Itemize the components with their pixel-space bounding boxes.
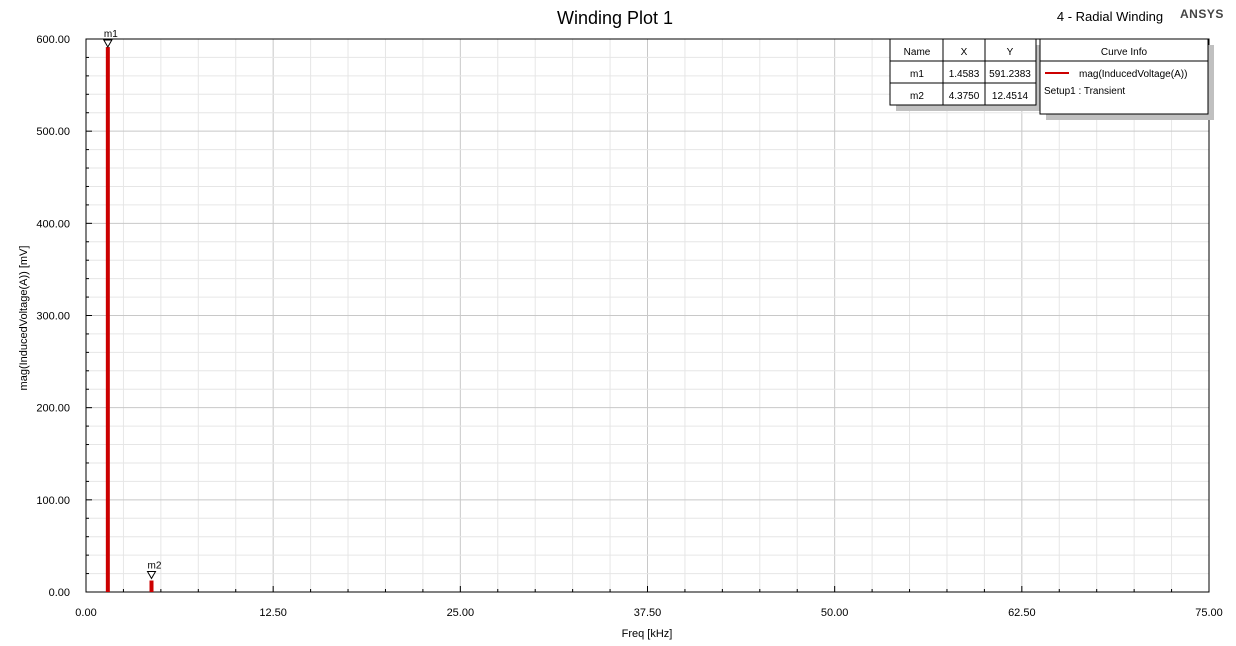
curve-info-frame [1039,38,1209,115]
marker-table-cell: 1.4583 [949,69,980,80]
marker-table-header-name: Name [904,47,931,58]
x-tick-label: 0.00 [75,607,96,619]
marker-table[interactable]: Name X Y m1 1.4583 591.2383 m2 4.3750 12… [889,38,1042,111]
marker-triangle-icon[interactable] [146,571,157,580]
ansys-logo: ANSYS [1180,7,1224,21]
grid [85,38,1210,593]
curve-info-legend[interactable]: Curve Info mag(InducedVoltage(A)) Setup1… [1039,38,1214,120]
marker-table-header-y: Y [1007,47,1014,58]
y-tick-label: 200.00 [36,403,70,415]
markers[interactable]: m1 m2 [102,29,162,580]
marker-triangle-icon[interactable] [102,39,113,49]
x-tick-label: 25.00 [447,607,475,619]
curve-info-title: Curve Info [1101,47,1148,58]
marker-table-cell: 12.4514 [992,91,1029,102]
axis-ticks: 0.00 12.50 25.00 37.50 50.00 62.50 75.00 0.00 10… [36,34,1222,619]
marker-label: m1 [104,29,118,40]
y-tick-label: 0.00 [49,587,70,599]
data-series[interactable] [105,47,154,592]
y-tick-label: 600.00 [36,34,70,46]
data-bar[interactable] [149,580,154,592]
x-tick-label: 75.00 [1195,607,1223,619]
x-tick-label: 37.50 [634,607,662,619]
y-tick-label: 500.00 [36,126,70,138]
legend-series-label: mag(InducedVoltage(A)) [1079,69,1187,80]
legend-setup-label: Setup1 : Transient [1044,86,1125,97]
design-name: 4 - Radial Winding [1057,9,1163,24]
x-tick-label: 50.00 [821,607,849,619]
marker-table-cell: 591.2383 [989,69,1031,80]
y-axis-label: mag(InducedVoltage(A)) [mV] [18,246,30,391]
x-tick-label: 12.50 [259,607,287,619]
plot-title: Winding Plot 1 [557,8,673,28]
marker-table-header-x: X [961,47,968,58]
marker-table-cell: 4.3750 [949,91,980,102]
y-tick-label: 100.00 [36,495,70,507]
marker-table-cell: m2 [910,91,924,102]
marker-label: m2 [148,561,162,572]
marker-table-frame [889,38,1037,106]
marker-table-cell: m1 [910,69,924,80]
y-tick-label: 300.00 [36,311,70,323]
x-axis-label: Freq [kHz] [622,628,673,640]
data-bar[interactable] [105,47,110,592]
y-tick-label: 400.00 [36,218,70,230]
x-tick-label: 62.50 [1008,607,1036,619]
